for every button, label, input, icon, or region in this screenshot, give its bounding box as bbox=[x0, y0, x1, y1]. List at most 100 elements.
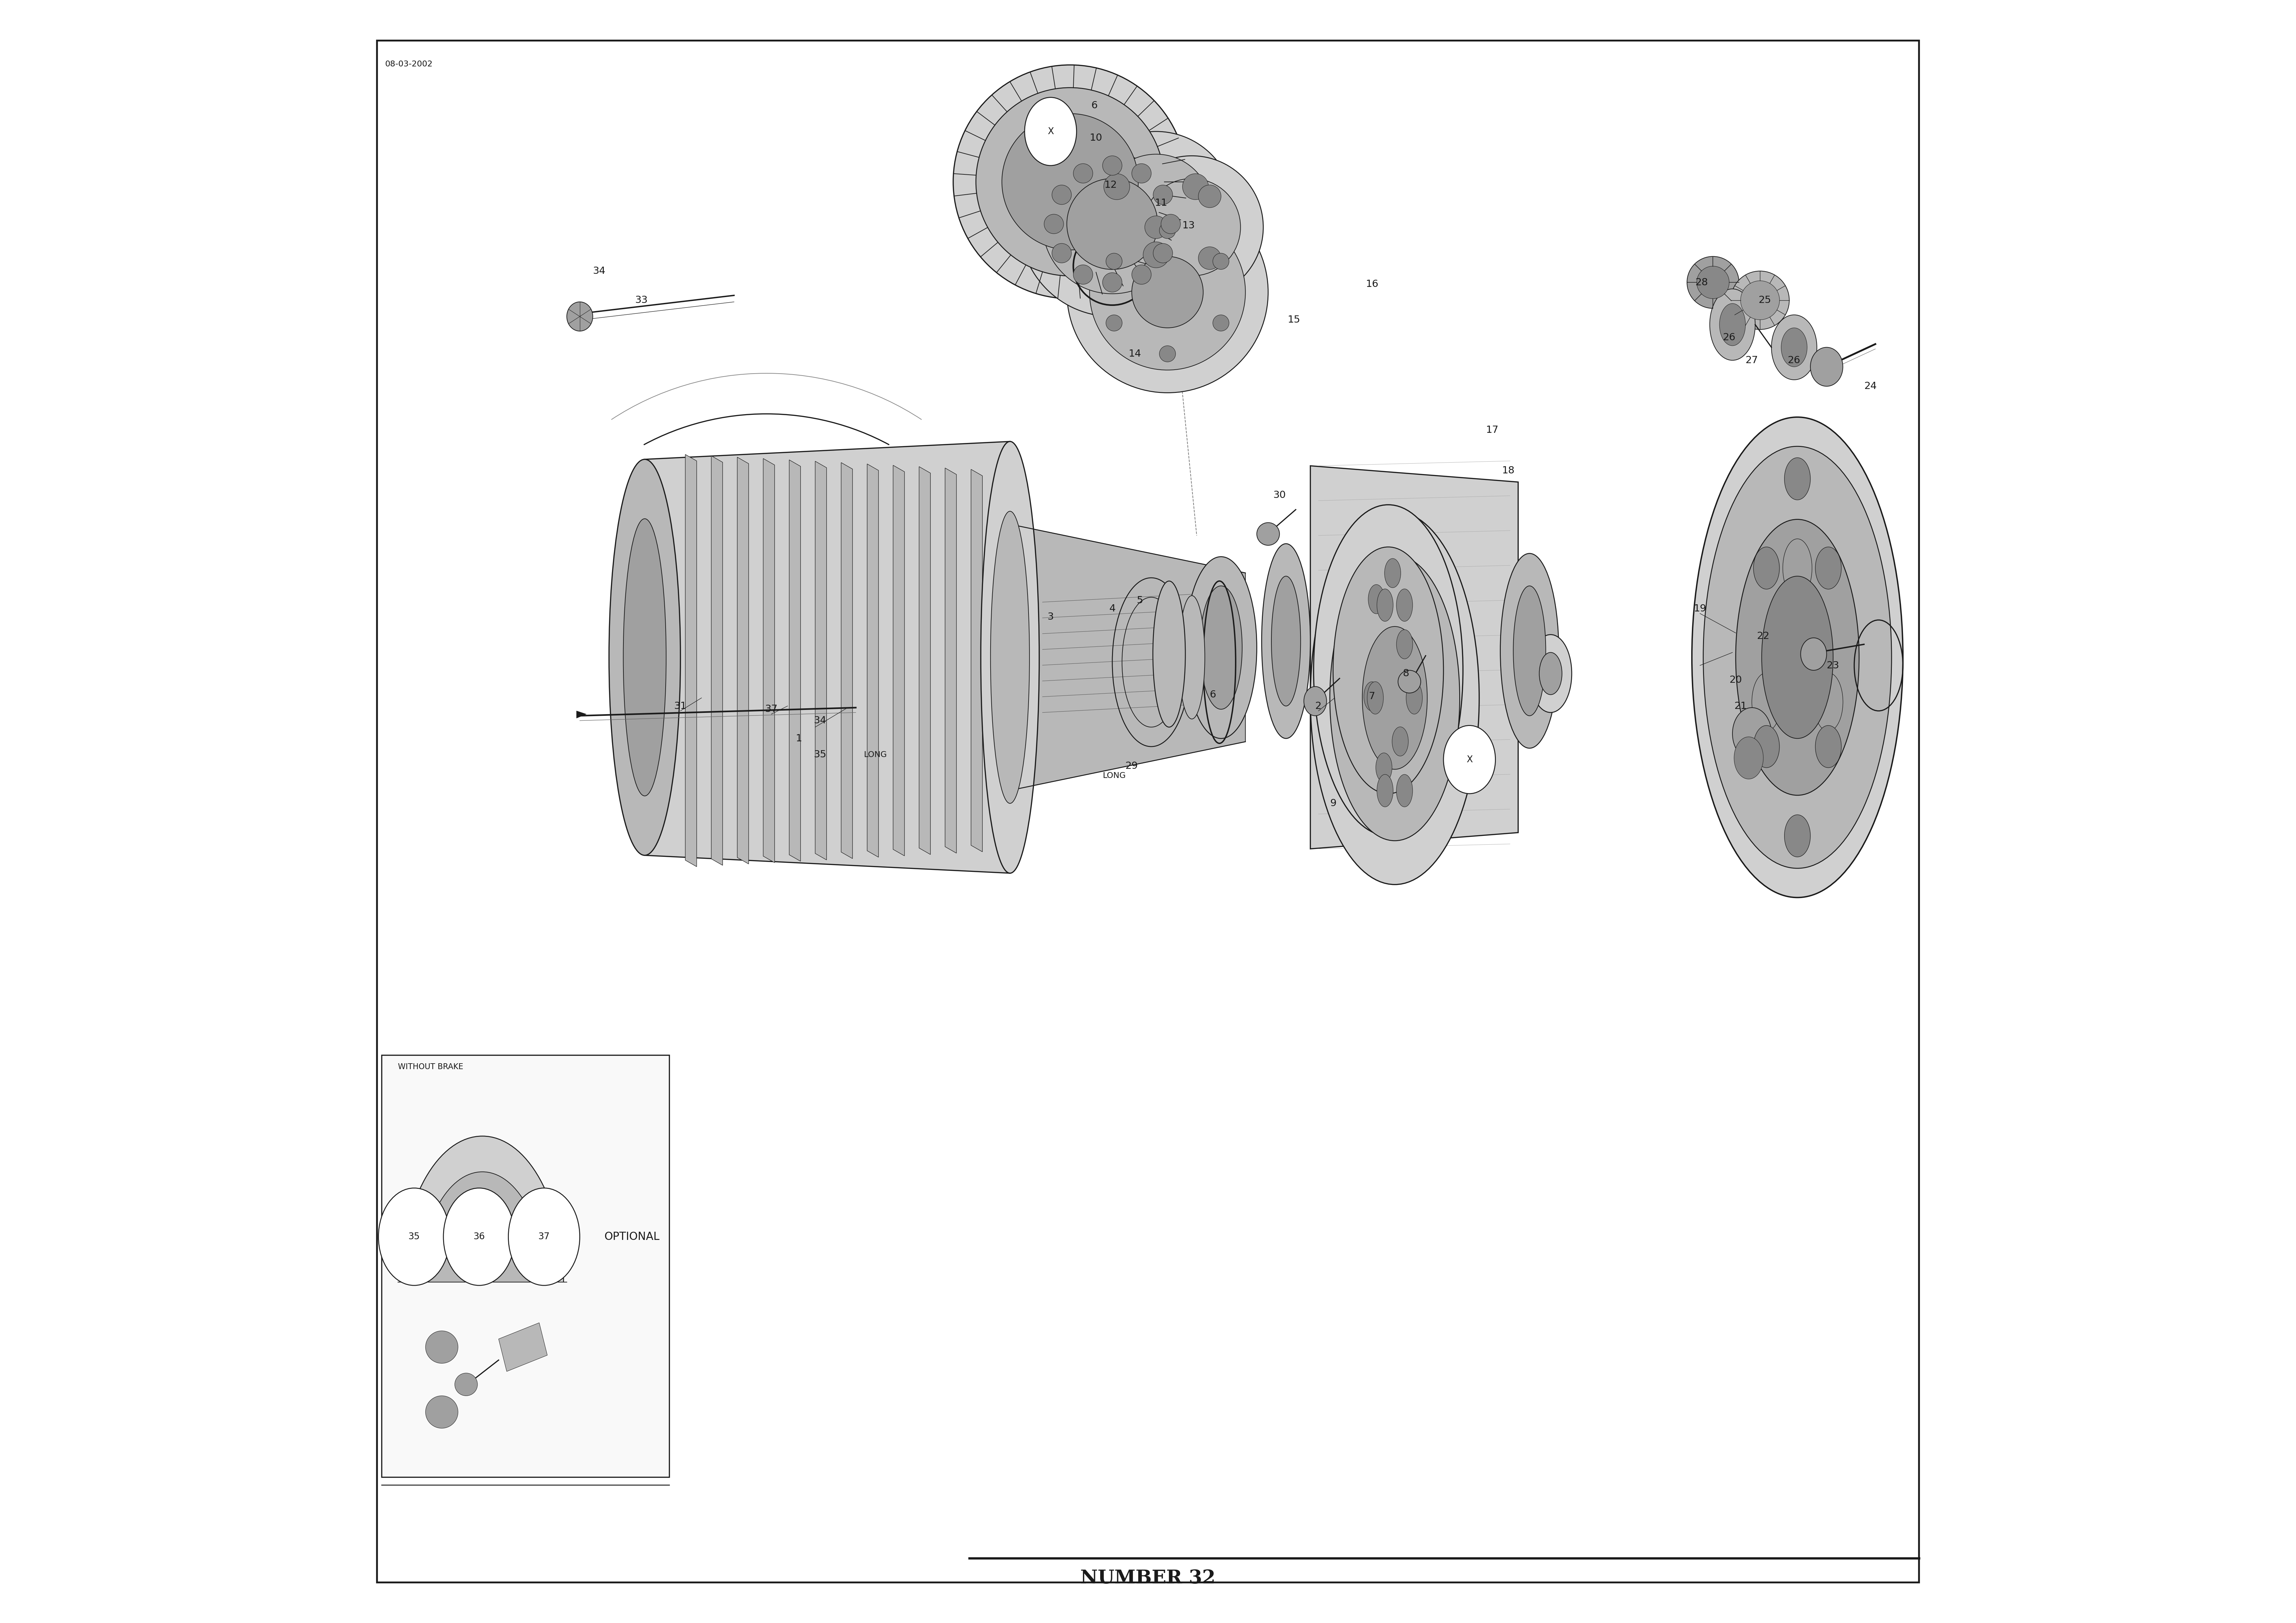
Ellipse shape bbox=[1711, 289, 1754, 360]
Text: 17: 17 bbox=[1486, 425, 1499, 435]
Polygon shape bbox=[868, 464, 879, 857]
Ellipse shape bbox=[402, 1136, 563, 1428]
Text: 27: 27 bbox=[1745, 355, 1759, 365]
Ellipse shape bbox=[443, 1188, 514, 1285]
Ellipse shape bbox=[1800, 638, 1828, 670]
Ellipse shape bbox=[1736, 519, 1860, 795]
Text: 16: 16 bbox=[1366, 279, 1378, 289]
Ellipse shape bbox=[1261, 544, 1311, 738]
Ellipse shape bbox=[1697, 266, 1729, 299]
Ellipse shape bbox=[1100, 154, 1212, 265]
Polygon shape bbox=[393, 1282, 572, 1444]
Ellipse shape bbox=[1256, 523, 1279, 545]
Text: 37: 37 bbox=[537, 1232, 549, 1242]
Ellipse shape bbox=[1368, 584, 1384, 613]
Polygon shape bbox=[840, 463, 852, 859]
Ellipse shape bbox=[1079, 131, 1233, 287]
Text: 30: 30 bbox=[1274, 490, 1286, 500]
Text: 25: 25 bbox=[1759, 295, 1770, 305]
Text: 6: 6 bbox=[1210, 690, 1217, 700]
Text: NUMBER 32: NUMBER 32 bbox=[1081, 1569, 1215, 1587]
Ellipse shape bbox=[953, 65, 1187, 299]
Ellipse shape bbox=[1199, 185, 1221, 208]
Text: 26: 26 bbox=[1722, 333, 1736, 342]
Text: 4: 4 bbox=[1109, 604, 1116, 613]
Polygon shape bbox=[790, 459, 801, 862]
Ellipse shape bbox=[1162, 214, 1180, 234]
Ellipse shape bbox=[1159, 222, 1176, 239]
Text: 14: 14 bbox=[1130, 349, 1141, 359]
Ellipse shape bbox=[1688, 256, 1738, 308]
Ellipse shape bbox=[455, 1373, 478, 1396]
Ellipse shape bbox=[1068, 179, 1157, 269]
Ellipse shape bbox=[1272, 576, 1300, 706]
Polygon shape bbox=[737, 458, 748, 863]
Text: 12: 12 bbox=[1104, 180, 1116, 190]
Ellipse shape bbox=[1391, 727, 1407, 756]
Ellipse shape bbox=[1733, 708, 1773, 760]
Ellipse shape bbox=[1375, 753, 1391, 782]
Ellipse shape bbox=[1364, 682, 1380, 711]
Text: 8: 8 bbox=[1403, 669, 1410, 678]
Ellipse shape bbox=[1143, 179, 1240, 276]
Ellipse shape bbox=[1045, 214, 1063, 234]
Polygon shape bbox=[712, 456, 723, 865]
Ellipse shape bbox=[1740, 281, 1779, 320]
Ellipse shape bbox=[1731, 271, 1789, 329]
Polygon shape bbox=[645, 441, 1010, 873]
Ellipse shape bbox=[1538, 652, 1561, 695]
Text: 13: 13 bbox=[1182, 221, 1194, 230]
Ellipse shape bbox=[1761, 576, 1832, 738]
Ellipse shape bbox=[1143, 242, 1169, 268]
Ellipse shape bbox=[976, 88, 1164, 276]
Text: 10: 10 bbox=[1091, 133, 1102, 143]
Text: 11: 11 bbox=[1155, 198, 1166, 208]
Ellipse shape bbox=[608, 459, 680, 855]
Ellipse shape bbox=[507, 1188, 581, 1285]
Ellipse shape bbox=[622, 519, 666, 795]
Ellipse shape bbox=[1784, 815, 1809, 857]
Polygon shape bbox=[893, 466, 905, 855]
Text: OPTIONAL: OPTIONAL bbox=[604, 1232, 659, 1242]
Ellipse shape bbox=[980, 441, 1040, 873]
Ellipse shape bbox=[1513, 586, 1545, 716]
Polygon shape bbox=[918, 467, 930, 855]
Ellipse shape bbox=[1398, 670, 1421, 693]
Ellipse shape bbox=[1052, 243, 1072, 263]
Ellipse shape bbox=[1153, 243, 1173, 263]
Text: 22: 22 bbox=[1756, 631, 1770, 641]
Ellipse shape bbox=[1001, 114, 1139, 250]
Ellipse shape bbox=[1773, 315, 1816, 380]
Ellipse shape bbox=[1212, 315, 1228, 331]
Polygon shape bbox=[576, 711, 585, 719]
Polygon shape bbox=[815, 461, 827, 860]
Polygon shape bbox=[684, 454, 696, 867]
Ellipse shape bbox=[1396, 774, 1412, 807]
Text: 9: 9 bbox=[1329, 799, 1336, 808]
Text: 3: 3 bbox=[1047, 612, 1054, 622]
Ellipse shape bbox=[1052, 185, 1072, 204]
Ellipse shape bbox=[1178, 596, 1205, 719]
Text: X: X bbox=[1047, 127, 1054, 136]
Ellipse shape bbox=[1024, 97, 1077, 166]
Ellipse shape bbox=[425, 1396, 457, 1428]
Ellipse shape bbox=[1132, 164, 1150, 183]
Ellipse shape bbox=[1814, 674, 1844, 732]
Ellipse shape bbox=[379, 1188, 450, 1285]
Ellipse shape bbox=[1185, 557, 1256, 738]
Ellipse shape bbox=[1499, 553, 1559, 748]
Ellipse shape bbox=[1396, 589, 1412, 622]
Text: 18: 18 bbox=[1502, 466, 1515, 476]
Text: WITHOUT BRAKE: WITHOUT BRAKE bbox=[397, 1063, 464, 1071]
Text: 26: 26 bbox=[1789, 355, 1800, 365]
Polygon shape bbox=[946, 467, 957, 854]
Ellipse shape bbox=[1153, 185, 1173, 204]
Text: 1: 1 bbox=[797, 734, 801, 743]
Ellipse shape bbox=[1132, 256, 1203, 328]
Ellipse shape bbox=[1782, 539, 1812, 597]
Text: 36: 36 bbox=[473, 1232, 484, 1242]
Text: 20: 20 bbox=[1729, 675, 1743, 685]
Ellipse shape bbox=[1153, 581, 1185, 727]
Text: 34: 34 bbox=[813, 716, 827, 725]
Ellipse shape bbox=[1720, 304, 1745, 346]
